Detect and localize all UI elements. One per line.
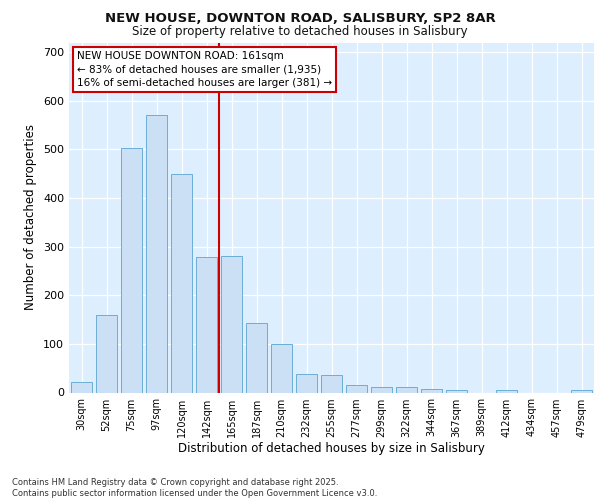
Bar bbox=[146, 116, 167, 392]
Bar bbox=[196, 258, 217, 392]
Bar bbox=[246, 323, 267, 392]
Bar bbox=[346, 385, 367, 392]
Bar bbox=[271, 344, 292, 393]
Bar bbox=[221, 256, 242, 392]
Bar bbox=[296, 374, 317, 392]
Bar bbox=[396, 386, 417, 392]
Bar bbox=[171, 174, 192, 392]
X-axis label: Distribution of detached houses by size in Salisbury: Distribution of detached houses by size … bbox=[178, 442, 485, 456]
Bar bbox=[446, 390, 467, 392]
Text: Size of property relative to detached houses in Salisbury: Size of property relative to detached ho… bbox=[132, 25, 468, 38]
Bar bbox=[571, 390, 592, 392]
Bar bbox=[371, 386, 392, 392]
Bar bbox=[121, 148, 142, 392]
Bar bbox=[496, 390, 517, 392]
Bar bbox=[421, 389, 442, 392]
Bar bbox=[96, 314, 117, 392]
Bar bbox=[321, 376, 342, 392]
Text: NEW HOUSE, DOWNTON ROAD, SALISBURY, SP2 8AR: NEW HOUSE, DOWNTON ROAD, SALISBURY, SP2 … bbox=[104, 12, 496, 26]
Y-axis label: Number of detached properties: Number of detached properties bbox=[25, 124, 37, 310]
Bar bbox=[71, 382, 92, 392]
Text: Contains HM Land Registry data © Crown copyright and database right 2025.
Contai: Contains HM Land Registry data © Crown c… bbox=[12, 478, 377, 498]
Text: NEW HOUSE DOWNTON ROAD: 161sqm
← 83% of detached houses are smaller (1,935)
16% : NEW HOUSE DOWNTON ROAD: 161sqm ← 83% of … bbox=[77, 52, 332, 88]
